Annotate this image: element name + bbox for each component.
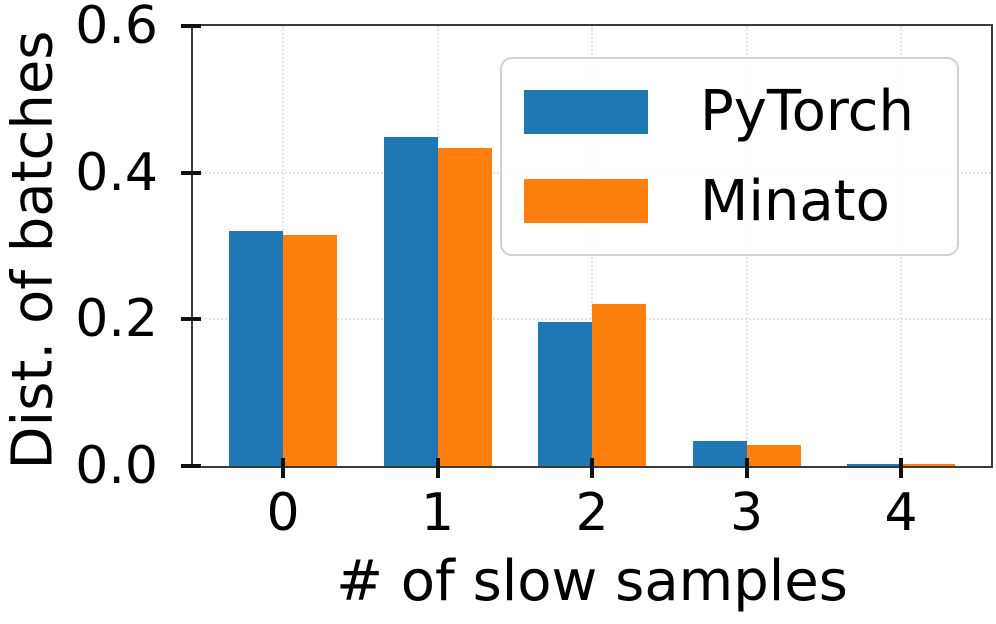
legend-item-minato: Minato	[524, 168, 957, 234]
y-tick-mark-0.6	[181, 24, 201, 28]
bar-minato-1	[437, 148, 492, 466]
x-tick-label-1: 1	[420, 483, 455, 543]
y-tick-mark-0.4	[181, 170, 201, 175]
x-tick-label-2: 2	[575, 483, 609, 543]
x-axis-title: # of slow samples	[336, 549, 848, 614]
bar-pytorch-3	[692, 441, 747, 466]
bar-minato-2	[592, 304, 646, 466]
legend-swatch-pytorch	[524, 89, 648, 134]
x-tick-label-3: 3	[729, 483, 764, 543]
bar-minato-3	[746, 445, 801, 466]
x-tick-label-0: 0	[266, 483, 300, 543]
y-axis-title: Dist. of batches	[0, 30, 66, 470]
x-tick-mark-1	[435, 458, 440, 478]
y-tick-label-0.2: 0.2	[75, 289, 158, 350]
x-tick-mark-0	[281, 458, 285, 478]
legend-item-pytorch: PyTorch	[524, 81, 957, 143]
bar-pytorch-1	[383, 137, 438, 466]
bar-minato-4	[901, 464, 955, 466]
y-tick-mark-0	[181, 464, 201, 468]
plot-area	[181, 24, 993, 478]
legend-label-pytorch: PyTorch	[700, 78, 914, 144]
y-tick-label-0.0: 0.0	[75, 436, 158, 496]
legend-label-minato: Minato	[700, 168, 890, 234]
legend: PyTorch Minato	[500, 57, 959, 256]
bar-pytorch-2	[538, 322, 592, 466]
x-tick-label-4: 4	[884, 483, 918, 543]
x-tick-mark-4	[899, 458, 903, 478]
bar-minato-0	[283, 235, 337, 466]
bar-pytorch-4	[847, 464, 901, 466]
x-tick-mark-3	[744, 458, 749, 478]
legend-swatch-minato	[524, 179, 648, 224]
bar-pytorch-0	[229, 231, 283, 466]
x-tick-mark-2	[590, 458, 594, 478]
y-tick-label-0.4: 0.4	[75, 142, 158, 203]
y-tick-label-0.6: 0.6	[75, 0, 158, 56]
y-tick-mark-0.2	[181, 317, 201, 322]
